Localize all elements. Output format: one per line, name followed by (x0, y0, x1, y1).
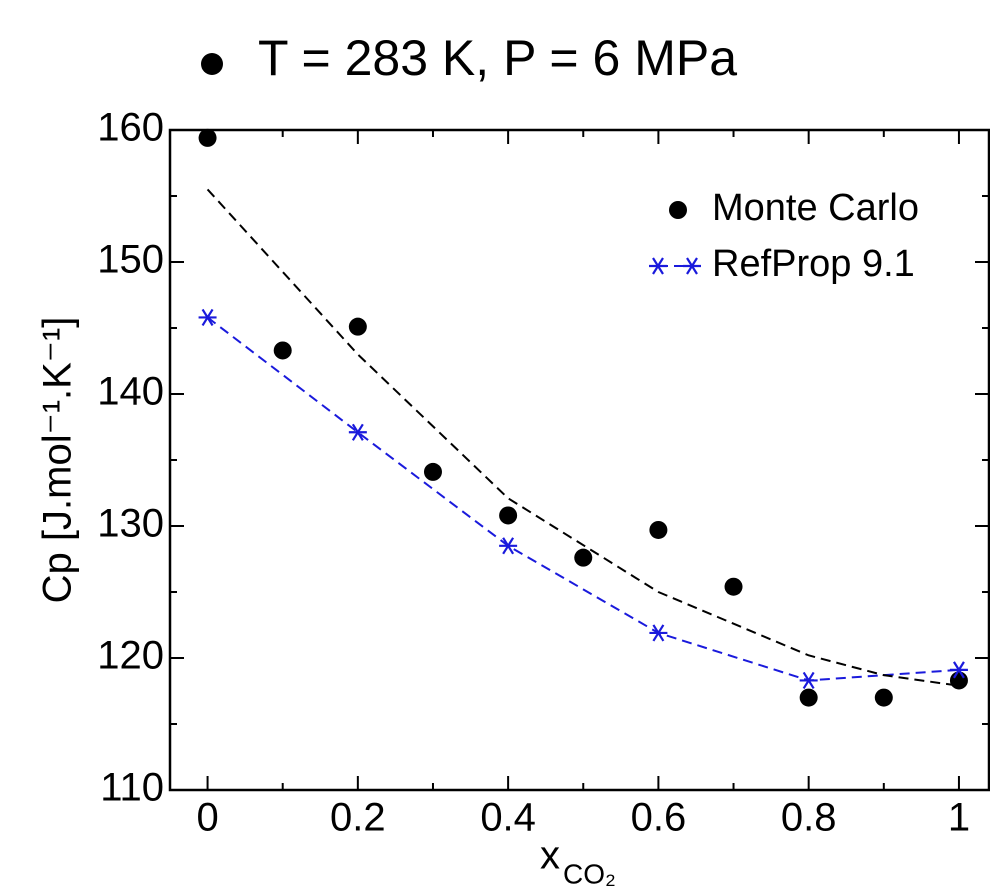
data-point (574, 548, 593, 567)
star-stroke (652, 624, 665, 642)
y-tick-label: 130 (97, 502, 164, 546)
star-stroke (652, 257, 664, 275)
x-tick-label: 1 (948, 796, 970, 840)
data-point (198, 128, 217, 147)
star-stroke (953, 661, 965, 679)
series-line (206, 316, 960, 682)
data-point (348, 423, 367, 441)
y-tick-label: 140 (97, 370, 164, 414)
x-axis-label-subscript: CO₂ (563, 858, 616, 888)
star-stroke (351, 423, 364, 441)
legend-label: Monte Carlo (712, 187, 919, 229)
y-tick-label: 160 (97, 106, 164, 150)
x-tick-label: 0.8 (781, 796, 837, 840)
y-axis-label: Cp [J.mol⁻¹.K⁻¹] (36, 317, 80, 604)
legend-marker (669, 201, 687, 219)
star-stroke (502, 537, 515, 555)
data-point (949, 671, 968, 690)
data-point (499, 537, 518, 555)
star-stroke (201, 308, 214, 327)
data-point (874, 688, 893, 707)
data-point (724, 577, 743, 596)
x-tick-label: 0.4 (480, 796, 536, 840)
title-bullet (201, 53, 223, 75)
data-point (649, 520, 668, 539)
data-point (273, 341, 292, 360)
legend-marker (683, 257, 701, 275)
x-tick-label: 0 (196, 796, 218, 840)
data-point (799, 688, 818, 707)
star-stroke (802, 671, 815, 690)
chart-title: T = 283 K, P = 6 MPa (258, 30, 737, 86)
data-point (499, 506, 518, 525)
x-axis-label: x (540, 834, 560, 878)
data-point (949, 661, 968, 679)
x-tick-label: 0.6 (631, 796, 687, 840)
data-point (423, 462, 442, 481)
legend-label: RefProp 9.1 (712, 243, 915, 285)
data-point (799, 671, 818, 690)
legend-marker (649, 257, 667, 275)
y-tick-label: 120 (97, 634, 164, 678)
series-line (206, 188, 960, 687)
star-stroke (686, 257, 698, 275)
data-point (348, 317, 367, 336)
data-point (649, 624, 668, 642)
x-tick-label: 0.2 (330, 796, 386, 840)
y-tick-label: 150 (97, 238, 164, 282)
data-point (198, 308, 217, 327)
y-tick-label: 110 (100, 766, 164, 810)
